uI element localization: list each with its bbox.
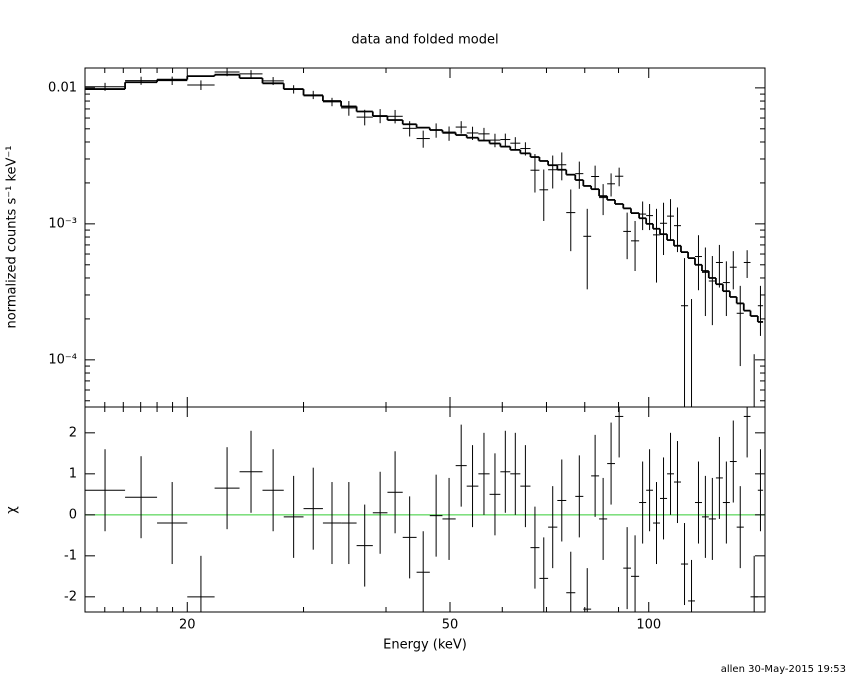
x-tick-label: 20 bbox=[179, 618, 196, 633]
y-tick-label: 0 bbox=[69, 507, 77, 522]
y-tick-label: 1 bbox=[69, 466, 77, 481]
bottom-frame bbox=[84, 406, 766, 613]
x-axis-label: Energy (keV) bbox=[383, 638, 467, 653]
y-tick-label: 2 bbox=[69, 425, 77, 440]
chart-title: data and folded model bbox=[351, 33, 498, 48]
residual-panel bbox=[85, 407, 765, 612]
y-tick-label: 10⁻⁴ bbox=[48, 352, 77, 367]
y-axis-label: χ bbox=[5, 506, 20, 514]
y-tick-label: -2 bbox=[64, 589, 77, 604]
x-tick-label: 100 bbox=[636, 618, 661, 633]
footer: allen 30-May-2015 19:53 bbox=[721, 664, 846, 675]
y-tick-label: 10⁻³ bbox=[48, 216, 77, 231]
y-tick-label: -1 bbox=[64, 548, 77, 563]
x-tick-label: 50 bbox=[442, 618, 459, 633]
top-frame bbox=[84, 67, 766, 408]
y-tick-label: 0.01 bbox=[48, 80, 77, 95]
y-axis-label: normalized counts s⁻¹ keV⁻¹ bbox=[5, 146, 20, 329]
spectrum-panel bbox=[85, 68, 764, 407]
